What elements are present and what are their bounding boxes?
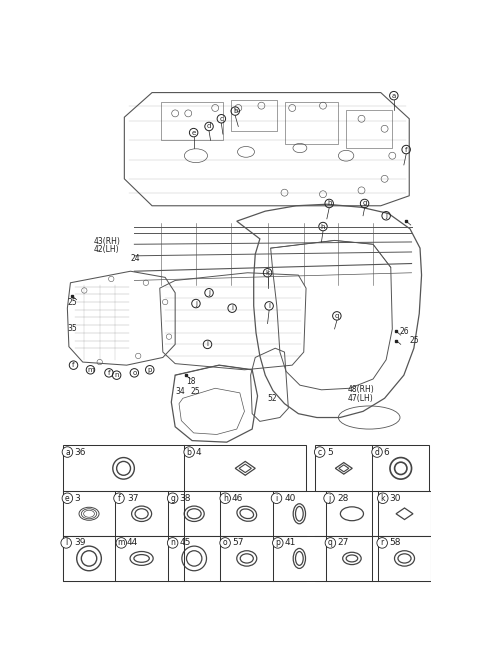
Bar: [285, 102, 338, 144]
Text: g: g: [362, 201, 367, 207]
Text: f: f: [72, 362, 75, 368]
Text: f: f: [118, 494, 120, 502]
Bar: [346, 110, 392, 148]
Text: n: n: [114, 372, 119, 378]
Text: b: b: [233, 108, 238, 114]
Text: 26: 26: [400, 327, 409, 336]
Text: l: l: [268, 303, 270, 309]
Bar: [63, 445, 306, 581]
Text: f: f: [108, 370, 110, 376]
Text: 41: 41: [285, 539, 296, 547]
Text: c: c: [318, 447, 322, 457]
Text: b: b: [187, 447, 192, 457]
Text: 6: 6: [384, 447, 390, 457]
Text: e: e: [192, 130, 196, 136]
Text: 25: 25: [409, 336, 419, 345]
Text: 58: 58: [390, 539, 401, 547]
Text: p: p: [276, 539, 280, 547]
Text: 57: 57: [232, 539, 243, 547]
Text: a: a: [65, 447, 70, 457]
Bar: [63, 536, 431, 581]
Text: c: c: [219, 115, 223, 122]
Text: 37: 37: [127, 494, 138, 502]
Text: 40: 40: [285, 494, 296, 502]
Text: q: q: [328, 539, 333, 547]
Text: m: m: [118, 539, 125, 547]
Text: 38: 38: [180, 494, 191, 502]
Text: j: j: [195, 300, 197, 306]
Text: q: q: [335, 313, 339, 319]
Text: 35: 35: [67, 323, 77, 333]
Text: l: l: [65, 539, 67, 547]
Bar: [315, 445, 429, 581]
Text: 25: 25: [67, 298, 77, 307]
Text: 3: 3: [74, 494, 80, 502]
Bar: [230, 100, 277, 131]
Text: i: i: [231, 305, 233, 311]
Text: i: i: [276, 494, 277, 502]
Text: h: h: [321, 224, 325, 230]
Text: i: i: [206, 341, 208, 348]
Text: f: f: [405, 146, 408, 153]
Text: j: j: [208, 290, 210, 296]
Text: 52: 52: [267, 394, 277, 403]
Text: 4: 4: [196, 447, 202, 457]
Text: j: j: [328, 494, 330, 502]
Text: 48(RH): 48(RH): [348, 385, 374, 394]
Text: 43(RH): 43(RH): [94, 237, 120, 245]
Text: h: h: [327, 201, 331, 207]
Text: 46: 46: [232, 494, 243, 502]
Text: m: m: [87, 367, 94, 373]
Text: r: r: [381, 539, 384, 547]
Text: n: n: [170, 539, 175, 547]
Text: 25: 25: [191, 387, 200, 396]
Text: g: g: [170, 494, 175, 502]
Text: k: k: [381, 494, 385, 502]
Text: 28: 28: [337, 494, 348, 502]
Text: p: p: [147, 367, 152, 373]
Text: 36: 36: [74, 447, 86, 457]
Text: 34: 34: [175, 387, 185, 396]
Text: 18: 18: [186, 377, 195, 386]
Text: 27: 27: [337, 539, 348, 547]
Bar: [63, 491, 431, 536]
Text: 47(LH): 47(LH): [348, 394, 373, 403]
Text: d: d: [374, 447, 380, 457]
Text: k: k: [265, 270, 270, 276]
Text: h: h: [223, 494, 228, 502]
Text: d: d: [207, 123, 211, 129]
Text: 44: 44: [127, 539, 138, 547]
Text: 39: 39: [74, 539, 86, 547]
Text: o: o: [132, 370, 136, 376]
Text: 5: 5: [327, 447, 333, 457]
Bar: [161, 102, 223, 140]
Text: 45: 45: [180, 539, 191, 547]
Text: e: e: [65, 494, 70, 502]
Text: 24: 24: [131, 255, 140, 263]
Text: 42(LH): 42(LH): [94, 245, 119, 254]
Text: o: o: [223, 539, 228, 547]
Text: 30: 30: [390, 494, 401, 502]
Text: a: a: [392, 92, 396, 98]
Text: j: j: [385, 213, 387, 219]
